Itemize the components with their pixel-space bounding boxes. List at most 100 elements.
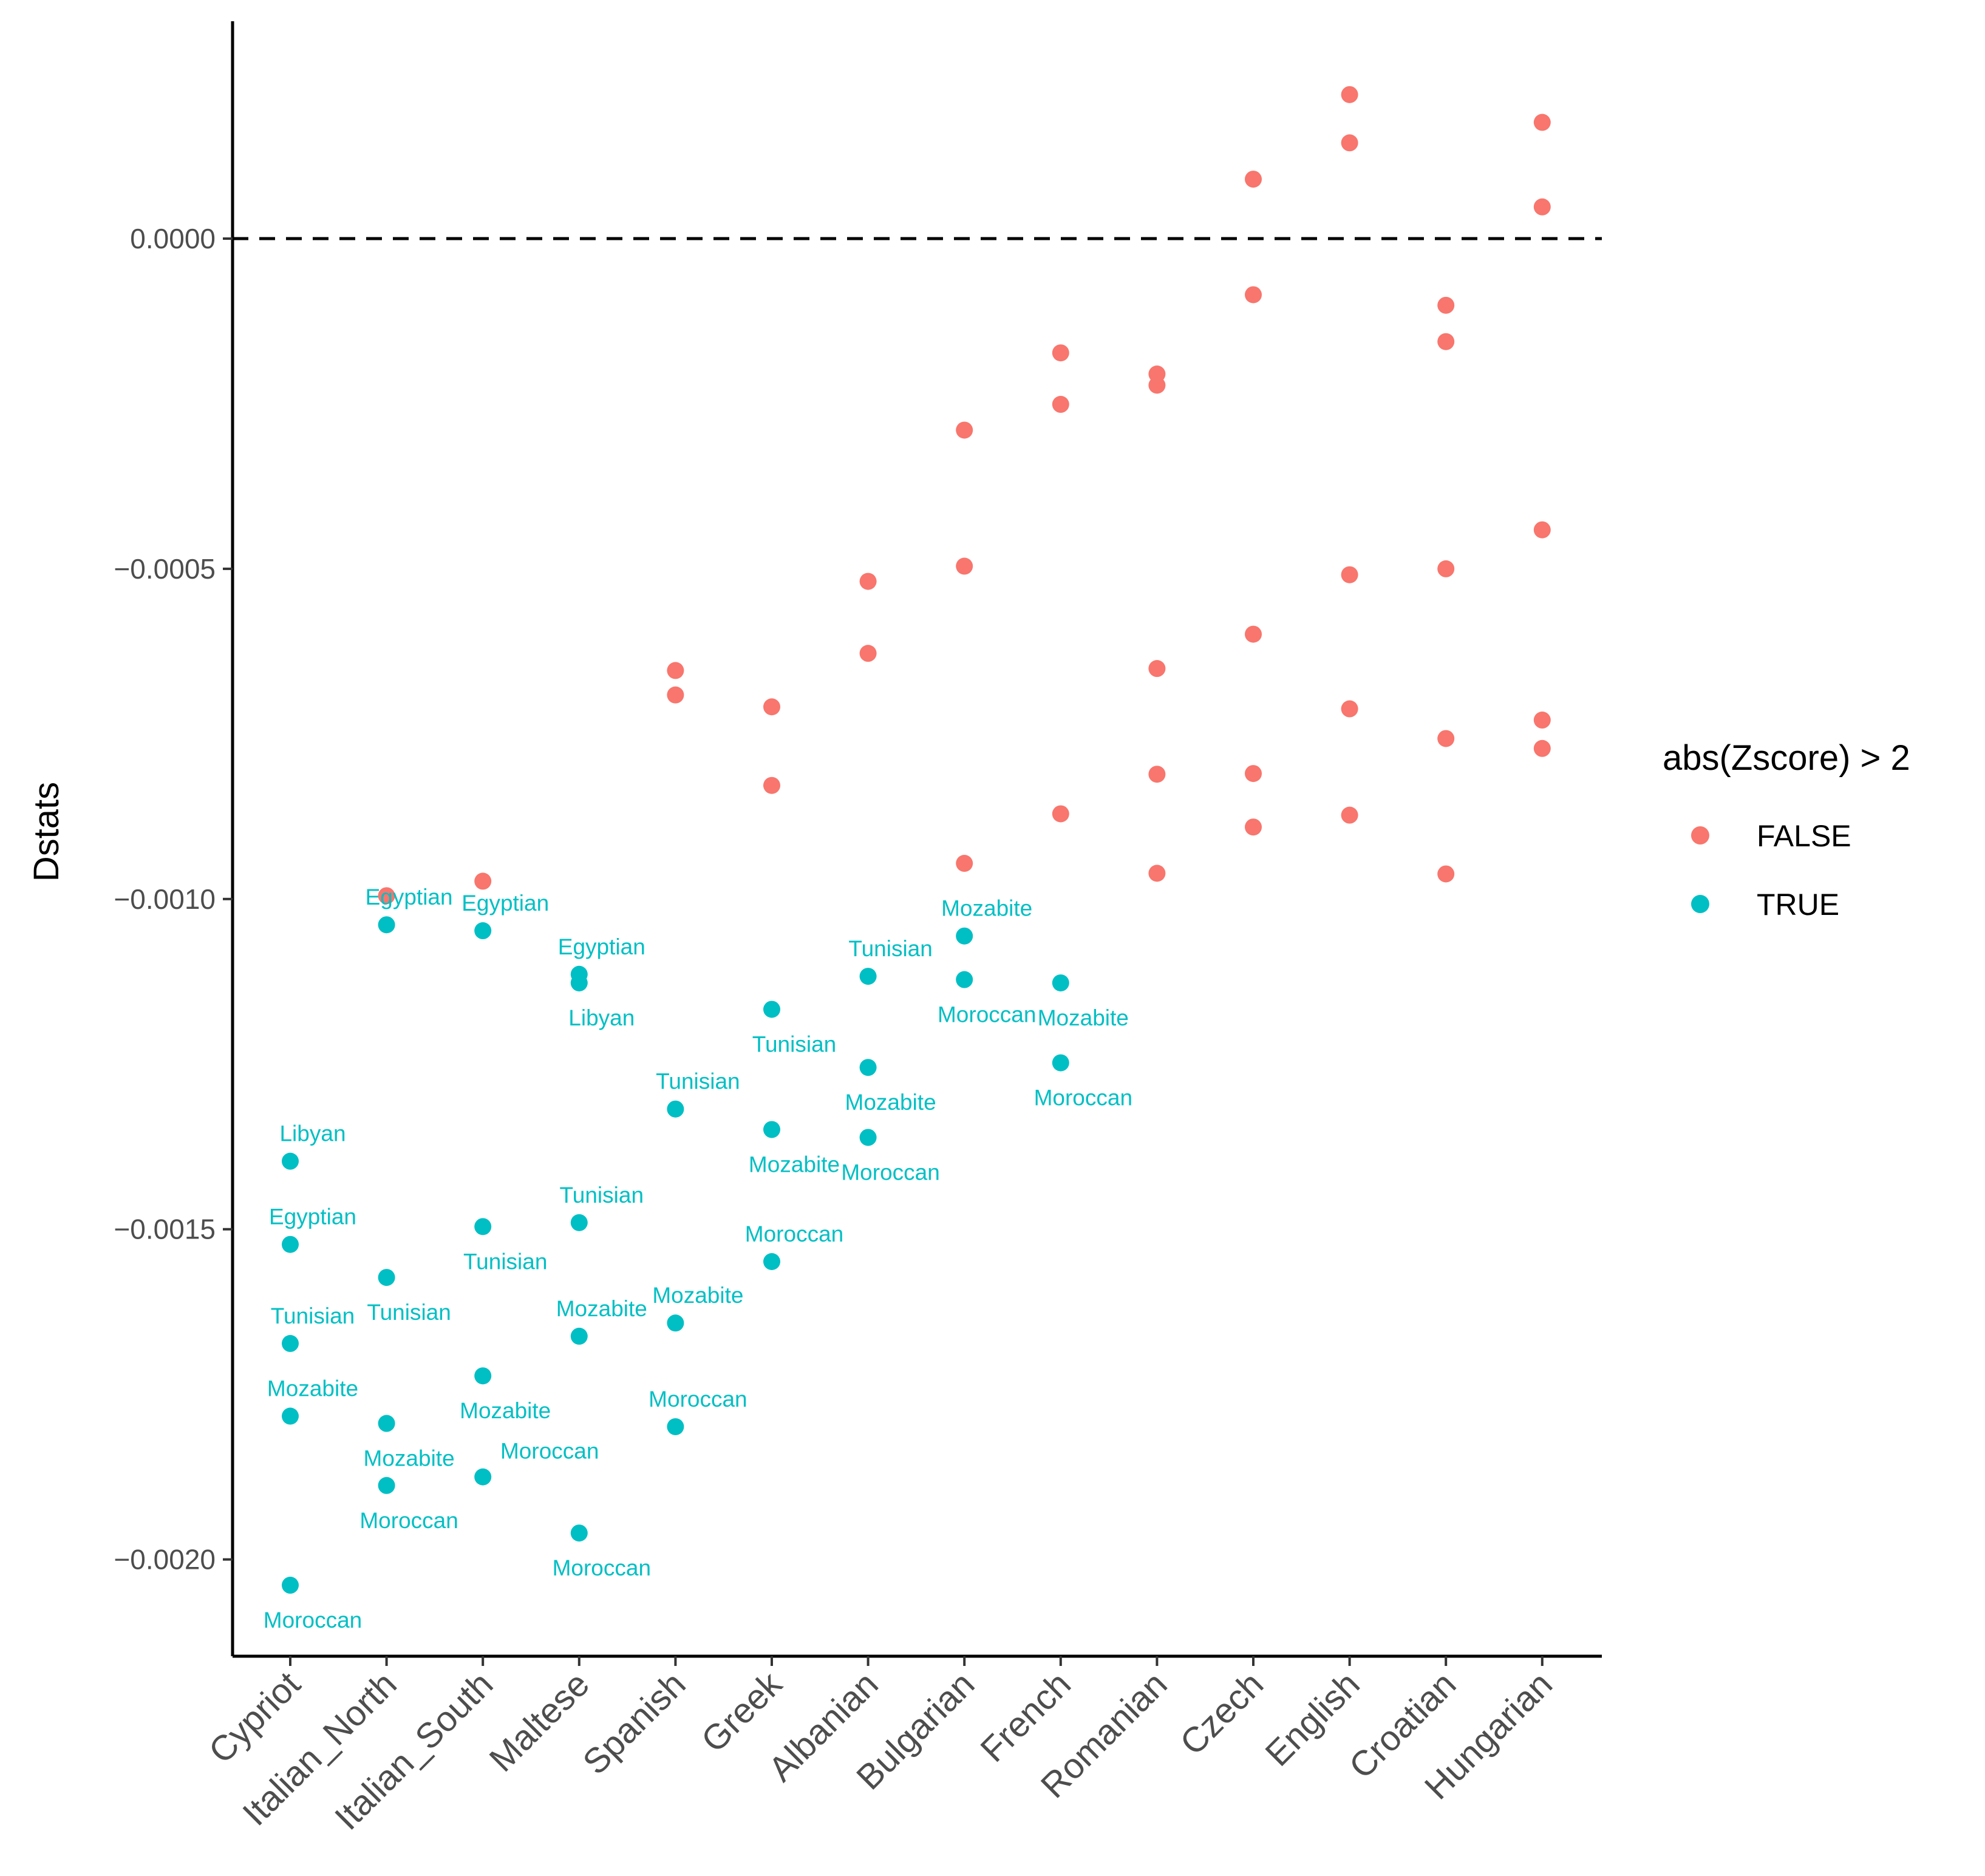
x-tick-label: Greek <box>694 1664 790 1760</box>
points-layer <box>282 86 1551 1594</box>
point-label: Moroccan <box>359 1508 458 1533</box>
point-label: Egyptian <box>269 1205 356 1229</box>
data-point <box>956 927 973 945</box>
point-labels-layer: Libyan Egyptian Tunisian Mozabite Moroccan Eg… <box>264 885 1132 1633</box>
data-point <box>1245 765 1262 783</box>
point-label: Mozabite <box>941 896 1032 921</box>
data-point <box>282 1235 299 1253</box>
data-point <box>956 557 973 575</box>
data-point <box>1341 700 1358 718</box>
data-point <box>956 855 973 872</box>
y-axis-title: Dstats <box>27 782 66 882</box>
data-point <box>570 1214 588 1231</box>
point-label: Mozabite <box>364 1446 455 1471</box>
data-point <box>1437 560 1455 577</box>
point-label: Moroccan <box>500 1439 599 1464</box>
data-point <box>570 1524 588 1542</box>
point-label: Egyptian <box>461 891 549 916</box>
data-point <box>1437 865 1455 883</box>
x-tick-label: Maltese <box>482 1664 597 1779</box>
data-point <box>1245 818 1262 836</box>
data-point <box>1245 286 1262 304</box>
data-point <box>956 421 973 439</box>
point-label: Moroccan <box>745 1222 843 1246</box>
point-label: Mozabite <box>845 1090 936 1115</box>
legend: abs(Zscore) > 2 FALSE TRUE <box>1663 738 1910 922</box>
point-label: Tunisian <box>367 1300 451 1325</box>
data-point <box>763 698 780 716</box>
x-tick-label: Spanish <box>575 1664 693 1782</box>
data-point <box>282 1577 299 1594</box>
data-point <box>1437 296 1455 314</box>
data-point <box>1245 625 1262 643</box>
data-point <box>1052 805 1069 823</box>
y-tick-label: −0.0010 <box>114 883 216 915</box>
data-point <box>763 777 780 794</box>
y-tick-label: −0.0015 <box>114 1214 216 1245</box>
data-point <box>474 1218 492 1235</box>
point-label: Mozabite <box>749 1152 840 1177</box>
point-label: Libyan <box>568 1005 635 1030</box>
data-point <box>1533 521 1551 539</box>
point-label: Moroccan <box>649 1387 747 1412</box>
y-tick-label: −0.0020 <box>114 1544 216 1575</box>
data-point <box>667 1100 684 1118</box>
point-label: Mozabite <box>267 1376 358 1401</box>
axes-layer: 0.0000−0.0005−0.0010−0.0015−0.0020Cyprio… <box>27 21 1602 1838</box>
data-point <box>378 916 395 934</box>
point-label: Moroccan <box>1034 1086 1132 1110</box>
point-label: Mozabite <box>652 1283 743 1308</box>
data-point <box>1533 739 1551 757</box>
data-point <box>570 1327 588 1345</box>
data-point <box>1148 865 1166 882</box>
data-point <box>1341 566 1358 583</box>
data-point <box>667 662 684 679</box>
point-label: Mozabite <box>1038 1005 1129 1030</box>
legend-key <box>1691 895 1709 913</box>
data-point <box>1052 1054 1069 1072</box>
y-tick-label: 0.0000 <box>130 223 216 254</box>
data-point <box>474 872 492 890</box>
data-point <box>474 1367 492 1385</box>
data-point <box>763 1253 780 1271</box>
point-label: Tunisian <box>463 1249 547 1274</box>
data-point <box>859 573 877 590</box>
point-label: Tunisian <box>656 1069 740 1094</box>
point-label: Tunisian <box>848 936 932 961</box>
data-point <box>667 1418 684 1435</box>
data-point <box>1052 344 1069 362</box>
data-point <box>1245 171 1262 188</box>
point-label: Moroccan <box>553 1555 651 1580</box>
data-point <box>378 1477 395 1494</box>
data-point <box>1533 114 1551 131</box>
data-point <box>1341 134 1358 152</box>
data-point <box>378 1415 395 1432</box>
data-point <box>282 1152 299 1170</box>
data-point <box>1148 766 1166 783</box>
data-point <box>859 1059 877 1076</box>
data-point <box>1437 333 1455 350</box>
data-point <box>956 971 973 988</box>
data-point <box>763 1001 780 1018</box>
data-point <box>1437 730 1455 747</box>
data-point <box>667 686 684 704</box>
x-tick-label: Czech <box>1173 1664 1271 1762</box>
data-point <box>378 1269 395 1286</box>
data-point <box>763 1121 780 1138</box>
data-point <box>859 645 877 662</box>
data-point <box>1341 806 1358 824</box>
point-label: Libyan <box>279 1121 346 1146</box>
data-point <box>282 1334 299 1352</box>
point-label: Egyptian <box>558 934 645 959</box>
point-label: Tunisian <box>560 1183 644 1208</box>
data-point <box>1533 198 1551 216</box>
point-label: Mozabite <box>556 1296 647 1321</box>
data-point <box>474 1468 492 1486</box>
data-point <box>474 922 492 940</box>
point-label: Egyptian <box>366 885 453 909</box>
data-point <box>1052 974 1069 991</box>
point-label: Mozabite <box>460 1398 551 1423</box>
data-point <box>667 1314 684 1332</box>
